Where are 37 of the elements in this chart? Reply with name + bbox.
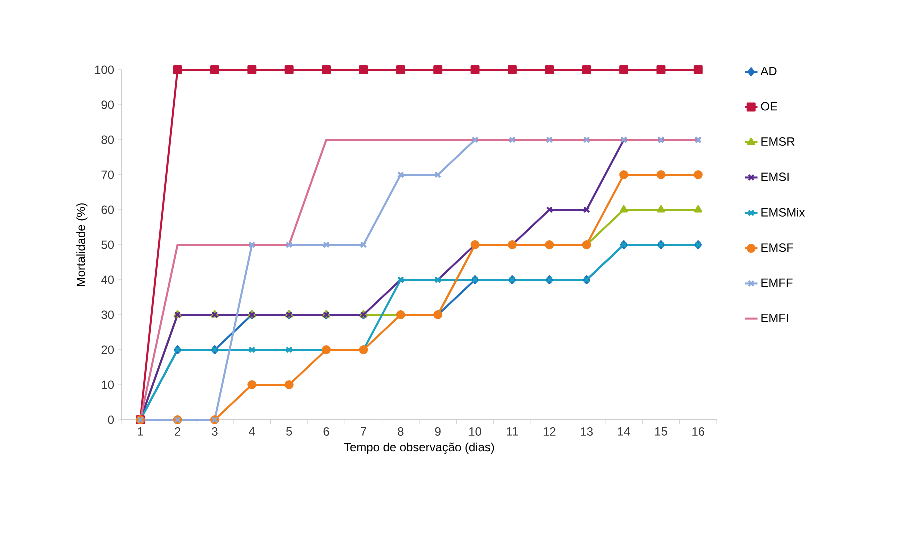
- y-tick-label: 10: [102, 380, 114, 390]
- legend-label: OE: [761, 102, 778, 111]
- y-axis-title: Mortalidade (%): [76, 204, 88, 286]
- legend-label: EMSR: [762, 138, 795, 146]
- y-tick-label: 30: [102, 310, 114, 320]
- x-tick-label: 4: [249, 428, 256, 436]
- y-tick-label: 60: [102, 206, 114, 214]
- x-tick-label: 3: [212, 428, 218, 436]
- y-tick-label: 100: [95, 66, 114, 74]
- x-tick-label: 7: [361, 428, 366, 436]
- x-tick-label: 13: [581, 428, 593, 436]
- x-tick-label: 12: [544, 428, 556, 436]
- x-axis-title: Tempo de observação (dias): [344, 442, 494, 454]
- y-tick-label: 70: [102, 170, 114, 180]
- x-tick-label: 5: [286, 428, 292, 436]
- x-tick-label: 15: [655, 428, 668, 436]
- legend-label: EMFF: [762, 278, 793, 288]
- y-tick-label: 0: [108, 416, 114, 424]
- y-tick-label: 50: [102, 240, 114, 250]
- y-tick-label: 20: [102, 346, 114, 354]
- x-tick-label: 11: [507, 428, 518, 436]
- legend-label: EMSI: [762, 172, 789, 182]
- legend-label: EMSF: [762, 244, 794, 252]
- legend-label: EMSMix: [762, 208, 806, 217]
- legend-label: AD: [760, 67, 777, 76]
- x-tick-label: 9: [435, 428, 441, 436]
- x-tick-label: 2: [175, 428, 181, 436]
- x-tick-label: 1: [138, 428, 144, 436]
- y-tick-label: 90: [102, 100, 114, 110]
- y-tick-label: 40: [101, 276, 114, 284]
- x-tick-label: 10: [470, 428, 482, 436]
- x-tick-label: 16: [692, 428, 705, 436]
- x-tick-label: 6: [324, 428, 330, 436]
- legend-label: EMFI: [762, 314, 788, 322]
- y-tick-label: 80: [102, 136, 114, 144]
- x-tick-label: 14: [618, 428, 630, 436]
- x-tick-label: 8: [398, 428, 404, 436]
